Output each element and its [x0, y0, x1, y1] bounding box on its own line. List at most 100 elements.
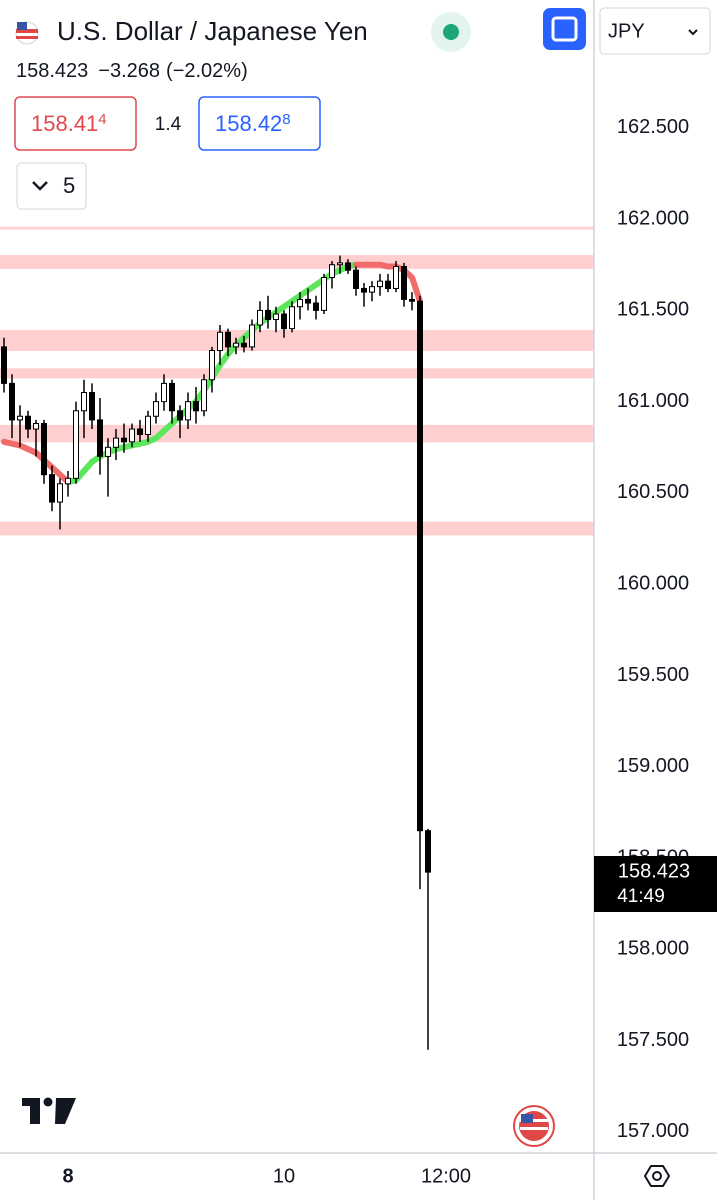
- y-tick-label: 160.000: [617, 572, 689, 594]
- candle-body: [393, 266, 399, 289]
- change: −3.268: [98, 60, 160, 82]
- price-zone: [0, 424, 594, 443]
- candle-body: [97, 419, 103, 457]
- sell-price: 158.414: [31, 111, 107, 136]
- settings-button[interactable]: [643, 1165, 671, 1187]
- price-axis: 162.500 162.000 161.500 161.000 160.500 160.0…: [617, 116, 689, 1142]
- tradingview-logo[interactable]: [22, 1097, 76, 1125]
- candle-body: [353, 269, 359, 289]
- candle-body: [121, 437, 127, 443]
- candle-body: [241, 342, 247, 348]
- candle-body: [217, 331, 223, 352]
- candle-body: [313, 302, 319, 311]
- candle-body: [329, 264, 335, 279]
- candle-body: [233, 342, 239, 348]
- price-zone: [0, 226, 594, 230]
- chevron: [688, 29, 698, 36]
- y-tick-label: 157.000: [617, 1120, 689, 1142]
- y-tick-label: 161.000: [617, 390, 689, 412]
- buy-price: 158.428: [215, 111, 291, 136]
- candle-body: [369, 286, 375, 293]
- candle-body: [225, 331, 231, 348]
- candle-body: [177, 410, 183, 421]
- market-status-dot: [443, 24, 459, 40]
- buy-pip: 8: [282, 111, 290, 128]
- candle-body: [65, 477, 71, 485]
- candle-body: [209, 350, 215, 381]
- symbol-badge[interactable]: [513, 1105, 555, 1147]
- candle-body: [321, 277, 327, 311]
- candle-body: [25, 415, 31, 430]
- y-tick-label: 161.500: [617, 299, 689, 321]
- last-price: 158.423: [16, 60, 88, 82]
- candle-body: [417, 300, 423, 832]
- x-tick-label: 12:00: [421, 1165, 471, 1187]
- candle-body: [81, 392, 87, 412]
- candle-body: [49, 474, 55, 503]
- price-zone: [0, 329, 594, 352]
- price-zone: [0, 255, 594, 269]
- y-tick-label: 159.500: [617, 664, 689, 686]
- symbol-flag: [15, 21, 39, 45]
- candle-body: [113, 437, 119, 448]
- candle-body: [265, 309, 271, 320]
- candle-body: [9, 382, 15, 421]
- change-percent: (−2.02%): [166, 60, 248, 82]
- candle-body: [153, 401, 159, 417]
- y-tick-label: 158.000: [617, 938, 689, 960]
- candle-body: [201, 379, 207, 412]
- candle-body: [361, 287, 367, 293]
- candle-body: [129, 428, 135, 443]
- currency: JPY: [608, 20, 645, 42]
- candle-body: [193, 401, 199, 412]
- candle-body: [145, 415, 151, 436]
- y-tick-label: 162.000: [617, 207, 689, 229]
- candle-body: [57, 483, 63, 503]
- sell-button[interactable]: 158.414: [14, 96, 137, 151]
- x-tick-label: 8: [62, 1165, 73, 1187]
- candle-body: [185, 401, 191, 421]
- candle-body: [257, 309, 263, 326]
- candle-body: [105, 446, 111, 457]
- plot-area: [0, 226, 594, 1050]
- price-zone: [0, 521, 594, 536]
- y-tick-label: 160.500: [617, 481, 689, 503]
- candle-body: [1, 346, 7, 384]
- y-tick-label: 159.000: [617, 755, 689, 777]
- last-price-label: 158.423 41:49: [594, 856, 717, 912]
- interval: 5: [63, 173, 75, 198]
- candle-body: [345, 262, 351, 271]
- candle-body: [281, 313, 287, 330]
- candle-body: [401, 266, 407, 300]
- candle-body: [377, 280, 383, 288]
- symbol-title[interactable]: U.S. Dollar / Japanese Yen: [57, 16, 368, 46]
- buy-main: 158.42: [215, 111, 282, 136]
- candle-body: [161, 382, 167, 403]
- candle-body: [73, 410, 79, 479]
- candle-body: [297, 298, 303, 308]
- sell-main: 158.41: [31, 111, 98, 136]
- interval-toggle[interactable]: 5: [16, 162, 87, 210]
- x-tick-label: 10: [273, 1165, 295, 1187]
- countdown: 41:49: [617, 886, 665, 907]
- candle-body: [425, 830, 431, 873]
- candle-body: [17, 415, 23, 421]
- y-tick-label: 157.500: [617, 1029, 689, 1051]
- y-tick-label: 162.500: [617, 116, 689, 138]
- candle-body: [169, 382, 175, 412]
- candle-body: [305, 298, 311, 304]
- currency-select[interactable]: JPY: [599, 7, 711, 55]
- candle-body: [41, 423, 47, 476]
- chevron: [32, 181, 48, 191]
- fullscreen-button[interactable]: [543, 8, 586, 50]
- candle-body: [249, 324, 255, 348]
- spread: 1.4: [155, 114, 182, 135]
- candle-body: [137, 428, 143, 436]
- candle-body: [385, 280, 391, 289]
- candle-body: [33, 423, 39, 430]
- last-price-value: 158.423: [618, 860, 690, 882]
- moving-average: [353, 261, 423, 305]
- candle-body: [289, 306, 295, 330]
- buy-button[interactable]: 158.428: [198, 96, 321, 151]
